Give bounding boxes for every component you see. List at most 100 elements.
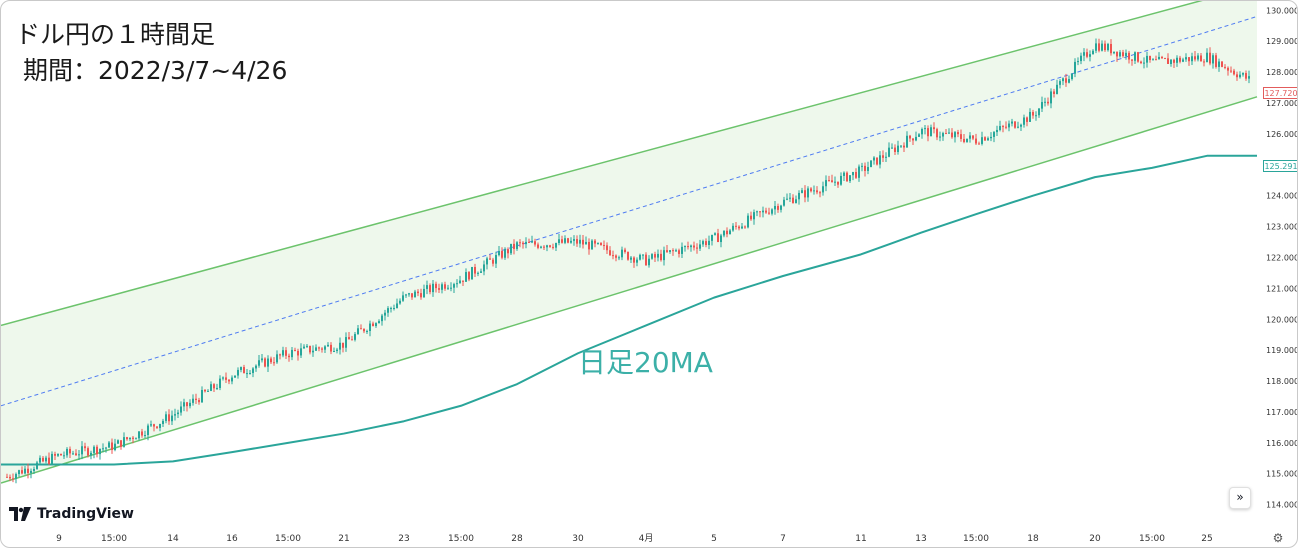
candle-body	[273, 362, 275, 364]
candle-body	[24, 468, 26, 474]
candle-body	[885, 156, 887, 158]
candle-body	[516, 242, 518, 249]
y-tick-label: 119.000	[1266, 346, 1298, 355]
ma-price-tag: 125.291	[1263, 160, 1298, 172]
candle-body	[1041, 102, 1043, 109]
candle-body	[114, 443, 116, 451]
candle-body	[1062, 78, 1064, 82]
candle-body	[669, 250, 671, 252]
candle-body	[798, 192, 800, 200]
last-price-tag: 127.720	[1263, 87, 1298, 99]
y-tick-label: 128.000	[1266, 68, 1298, 77]
channel-upper-line	[1, 1, 1203, 327]
candle-body	[210, 384, 212, 391]
candle-body	[939, 136, 941, 138]
candle-body	[132, 437, 134, 439]
candle-body	[300, 348, 302, 356]
candle-body	[21, 470, 23, 474]
candle-body	[306, 345, 308, 347]
candle-body	[120, 440, 122, 447]
candle-body	[66, 448, 68, 456]
candle-body	[471, 267, 473, 280]
candle-body	[912, 138, 914, 141]
candle-body	[852, 171, 854, 176]
candle-body	[195, 398, 197, 400]
tradingview-logo[interactable]: TradingView	[9, 504, 134, 524]
candle-body	[57, 453, 59, 456]
candle-body	[45, 457, 47, 462]
y-tick-label: 117.000	[1266, 408, 1298, 417]
candle-body	[762, 210, 764, 213]
candle-body	[63, 455, 65, 457]
candle-body	[456, 283, 458, 285]
candle-body	[264, 358, 266, 367]
candle-body	[93, 446, 95, 453]
candle-body	[654, 254, 656, 258]
y-tick-label: 120.000	[1266, 315, 1298, 324]
candle-body	[702, 241, 704, 245]
candle-body	[168, 414, 170, 422]
candle-body	[1227, 67, 1229, 71]
settings-icon[interactable]: ⚙	[1272, 531, 1284, 545]
candle-body	[1224, 66, 1226, 68]
candle-body	[690, 245, 692, 248]
candle-body	[519, 242, 521, 244]
candle-body	[780, 205, 782, 210]
candle-body	[204, 389, 206, 392]
candle-body	[1083, 52, 1085, 56]
candle-body	[504, 249, 506, 258]
candle-body	[1248, 76, 1250, 79]
candle-body	[1182, 59, 1184, 62]
candle-body	[951, 132, 953, 138]
y-tick-label: 126.000	[1266, 130, 1298, 139]
y-tick-label: 127.000	[1266, 99, 1298, 108]
candle-body	[1161, 56, 1163, 59]
candle-body	[375, 323, 377, 327]
candle-body	[786, 198, 788, 200]
candle-body	[1017, 126, 1019, 128]
candle-body	[1065, 78, 1067, 83]
candle-body	[666, 250, 668, 252]
candle-body	[633, 257, 635, 263]
candle-body	[822, 186, 824, 193]
candle-body	[1113, 51, 1115, 54]
candle-body	[474, 267, 476, 274]
candle-body	[366, 330, 368, 332]
candle-body	[1236, 74, 1238, 78]
candle-body	[663, 250, 665, 261]
candle-body	[510, 243, 512, 254]
candle-body	[879, 155, 881, 165]
candle-body	[48, 457, 50, 464]
candle-body	[1032, 111, 1034, 116]
candle-body	[387, 308, 389, 313]
candle-body	[561, 239, 563, 243]
candle-body	[1014, 121, 1016, 128]
candle-body	[27, 468, 29, 473]
candle-body	[915, 136, 917, 141]
candle-body	[1119, 52, 1121, 57]
candle-body	[483, 264, 485, 272]
candle-body	[39, 457, 41, 463]
candle-body	[777, 205, 779, 210]
scroll-to-realtime-button[interactable]: »	[1229, 487, 1251, 509]
candle-body	[1215, 55, 1217, 67]
candle-body	[795, 199, 797, 203]
candle-body	[531, 241, 533, 243]
candle-body	[789, 197, 791, 199]
candle-body	[1167, 58, 1169, 64]
candle-body	[219, 378, 221, 388]
candle-body	[354, 334, 356, 340]
candle-body	[684, 246, 686, 248]
candle-body	[282, 350, 284, 356]
x-tick-label: 18	[1027, 534, 1039, 544]
candle-body	[708, 240, 710, 246]
candle-body	[1131, 59, 1133, 61]
candle-body	[1191, 56, 1193, 62]
candle-body	[696, 247, 698, 249]
candle-body	[87, 448, 89, 456]
candle-body	[972, 135, 974, 139]
y-tick-label: 114.000	[1266, 501, 1298, 510]
candle-body	[759, 211, 761, 213]
candle-body	[528, 241, 530, 243]
